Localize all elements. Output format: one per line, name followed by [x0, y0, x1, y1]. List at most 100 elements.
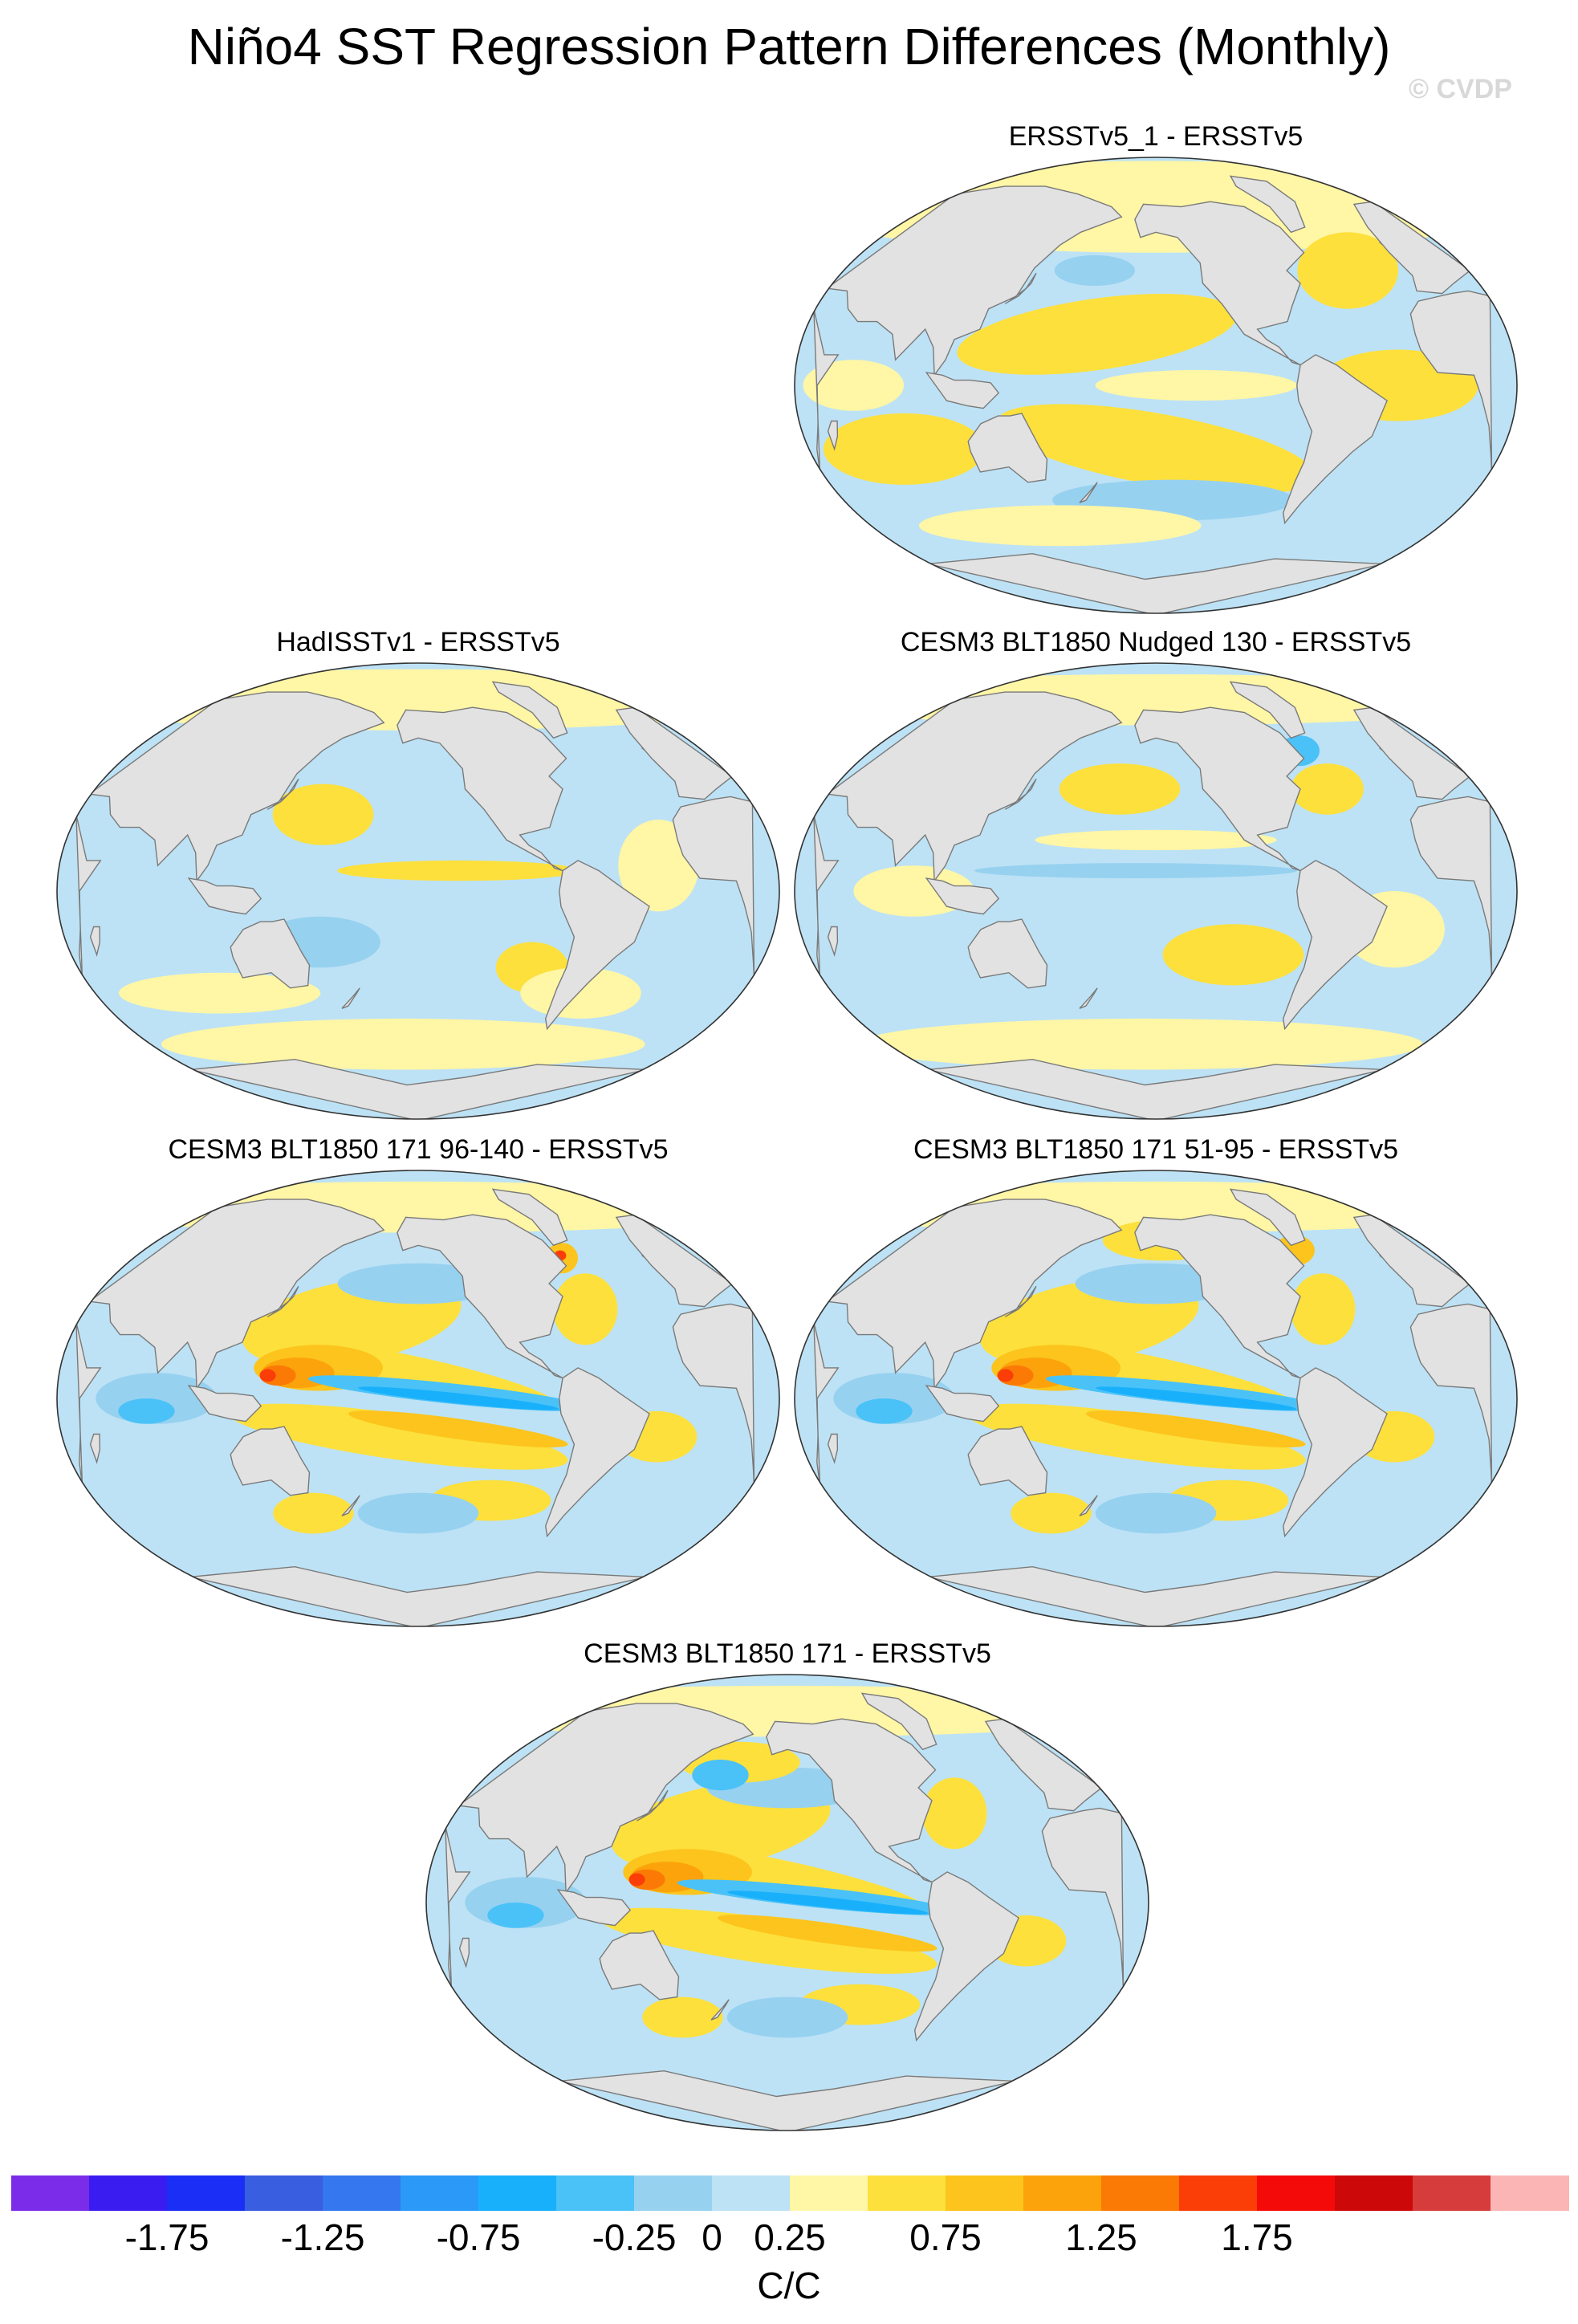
- map-content: [57, 1170, 779, 1626]
- anomaly-pale: [1095, 369, 1297, 401]
- anomaly-warm: [1162, 924, 1304, 986]
- colorbar-box: [1179, 2175, 1258, 2211]
- anomaly-warm: [642, 1996, 723, 2038]
- robinson-map: [56, 662, 780, 1120]
- panel-title: CESM3 BLT1850 171 51-95 - ERSSTv5: [913, 1134, 1399, 1165]
- land-greenland: [491, 1188, 568, 1247]
- land-europe-west: [1352, 706, 1471, 800]
- land-antarctica: [189, 1058, 647, 1119]
- map-content: [795, 157, 1517, 613]
- land-eurasia: [87, 691, 385, 883]
- map-panel-p4: CESM3 BLT1850 171 96-140 - ERSSTv5: [53, 1134, 783, 1631]
- land-new-zealand: [341, 987, 360, 1009]
- land-south-america: [913, 1871, 1019, 2042]
- anomaly-warm: [997, 1369, 1014, 1382]
- land-eurasia: [87, 1199, 385, 1390]
- anomaly-cool: [856, 1398, 913, 1424]
- land-south-america: [1282, 860, 1388, 1031]
- map-content: [795, 1170, 1517, 1626]
- colorbar-box: [245, 2175, 323, 2211]
- colorbar-tick-label: 0: [702, 2216, 722, 2258]
- panel-title: CESM3 BLT1850 171 - ERSSTv5: [584, 1638, 991, 1669]
- map-content: [795, 663, 1517, 1119]
- land-new-zealand: [1079, 482, 1098, 503]
- land-europe-west: [984, 1718, 1103, 1812]
- land-africa-east: [1409, 796, 1493, 979]
- panel-title: CESM3 BLT1850 Nudged 130 - ERSSTv5: [900, 627, 1412, 657]
- robinson-map: [794, 157, 1518, 614]
- land-africa-east: [1409, 1303, 1493, 1486]
- anomaly-warm: [259, 1369, 276, 1382]
- anomaly-cool: [487, 1903, 544, 1928]
- anomaly-warm: [1291, 1273, 1356, 1345]
- robinson-map: [794, 1170, 1518, 1627]
- colorbar-box: [401, 2175, 479, 2211]
- land-australia: [967, 918, 1048, 989]
- anomaly-cool: [726, 1996, 848, 2038]
- anomaly-pale: [1035, 829, 1277, 851]
- colorbar: [11, 2175, 1569, 2211]
- land-greenland: [1229, 175, 1306, 234]
- colorbar-box: [868, 2175, 946, 2211]
- land-north-america: [1134, 201, 1305, 366]
- colorbar-box: [1023, 2175, 1102, 2211]
- colorbar-box: [712, 2175, 791, 2211]
- land-north-america: [766, 1718, 937, 1883]
- land-new-zealand: [710, 1999, 730, 2021]
- land-madagascar: [458, 1937, 470, 1968]
- anomaly-warm: [628, 1873, 645, 1886]
- colorbar-tick-label: -0.75: [436, 2216, 521, 2258]
- land-north-america: [397, 706, 567, 872]
- colorbar-box: [167, 2175, 246, 2211]
- land-africa-east: [1409, 290, 1493, 473]
- land-indonesia: [187, 1385, 262, 1422]
- map-border: [794, 662, 1518, 1120]
- land-antarctica: [927, 1565, 1385, 1626]
- colorbar-tick-label: 1.25: [1065, 2216, 1137, 2258]
- anomaly-cool: [1095, 1492, 1217, 1534]
- anomaly-warm: [337, 860, 580, 881]
- colorbar-box: [11, 2175, 90, 2211]
- map-panel-p3: CESM3 BLT1850 Nudged 130 - ERSSTv5: [791, 626, 1521, 1124]
- map-panel-p1: ERSSTv5_1 - ERSSTv5: [791, 120, 1521, 618]
- cvdp-credit: © CVDP: [1409, 74, 1512, 104]
- land-europe-west: [615, 706, 734, 800]
- land-greenland: [491, 681, 568, 739]
- land-antarctica: [927, 552, 1385, 613]
- anomaly-cool: [692, 1760, 749, 1791]
- land-layer: [813, 175, 1493, 613]
- land-japan: [636, 1789, 669, 1821]
- map-border: [56, 662, 780, 1120]
- anomaly-warm: [957, 293, 1237, 375]
- map-content: [426, 1675, 1149, 2131]
- land-indonesia: [925, 1385, 1000, 1422]
- anomaly-warm: [824, 413, 985, 485]
- anomaly-pale: [858, 1018, 1423, 1070]
- robinson-map: [56, 1170, 780, 1627]
- map-border: [794, 1170, 1518, 1627]
- land-new-zealand: [1079, 987, 1098, 1009]
- land-madagascar: [89, 926, 101, 957]
- anomaly-cool: [974, 863, 1297, 879]
- land-south-america: [1282, 1367, 1388, 1538]
- land-australia: [230, 1426, 311, 1496]
- map-panel-p5: CESM3 BLT1850 171 51-95 - ERSSTv5: [791, 1134, 1521, 1631]
- anomaly-warm: [273, 1492, 354, 1534]
- land-madagascar: [827, 926, 839, 957]
- anomaly-cool: [727, 1891, 929, 1915]
- land-south-america: [544, 860, 650, 1031]
- anomaly-warm: [1291, 763, 1364, 815]
- figure-title: Niño4 SST Regression Pattern Differences…: [187, 18, 1391, 75]
- map-content: [57, 663, 779, 1119]
- land-africa-east: [672, 1303, 755, 1486]
- anomaly-cool: [118, 1398, 175, 1424]
- land-eurasia: [825, 1199, 1123, 1390]
- land-north-america: [397, 1214, 567, 1379]
- land-antarctica: [927, 1058, 1385, 1119]
- colorbar-units: C/C: [757, 2265, 821, 2306]
- colorbar-box: [790, 2175, 868, 2211]
- colorbar-box: [1335, 2175, 1413, 2211]
- anomaly-warm: [553, 1273, 618, 1345]
- colorbar-tick-label: 1.75: [1221, 2216, 1293, 2258]
- anomaly-warm: [228, 1403, 568, 1470]
